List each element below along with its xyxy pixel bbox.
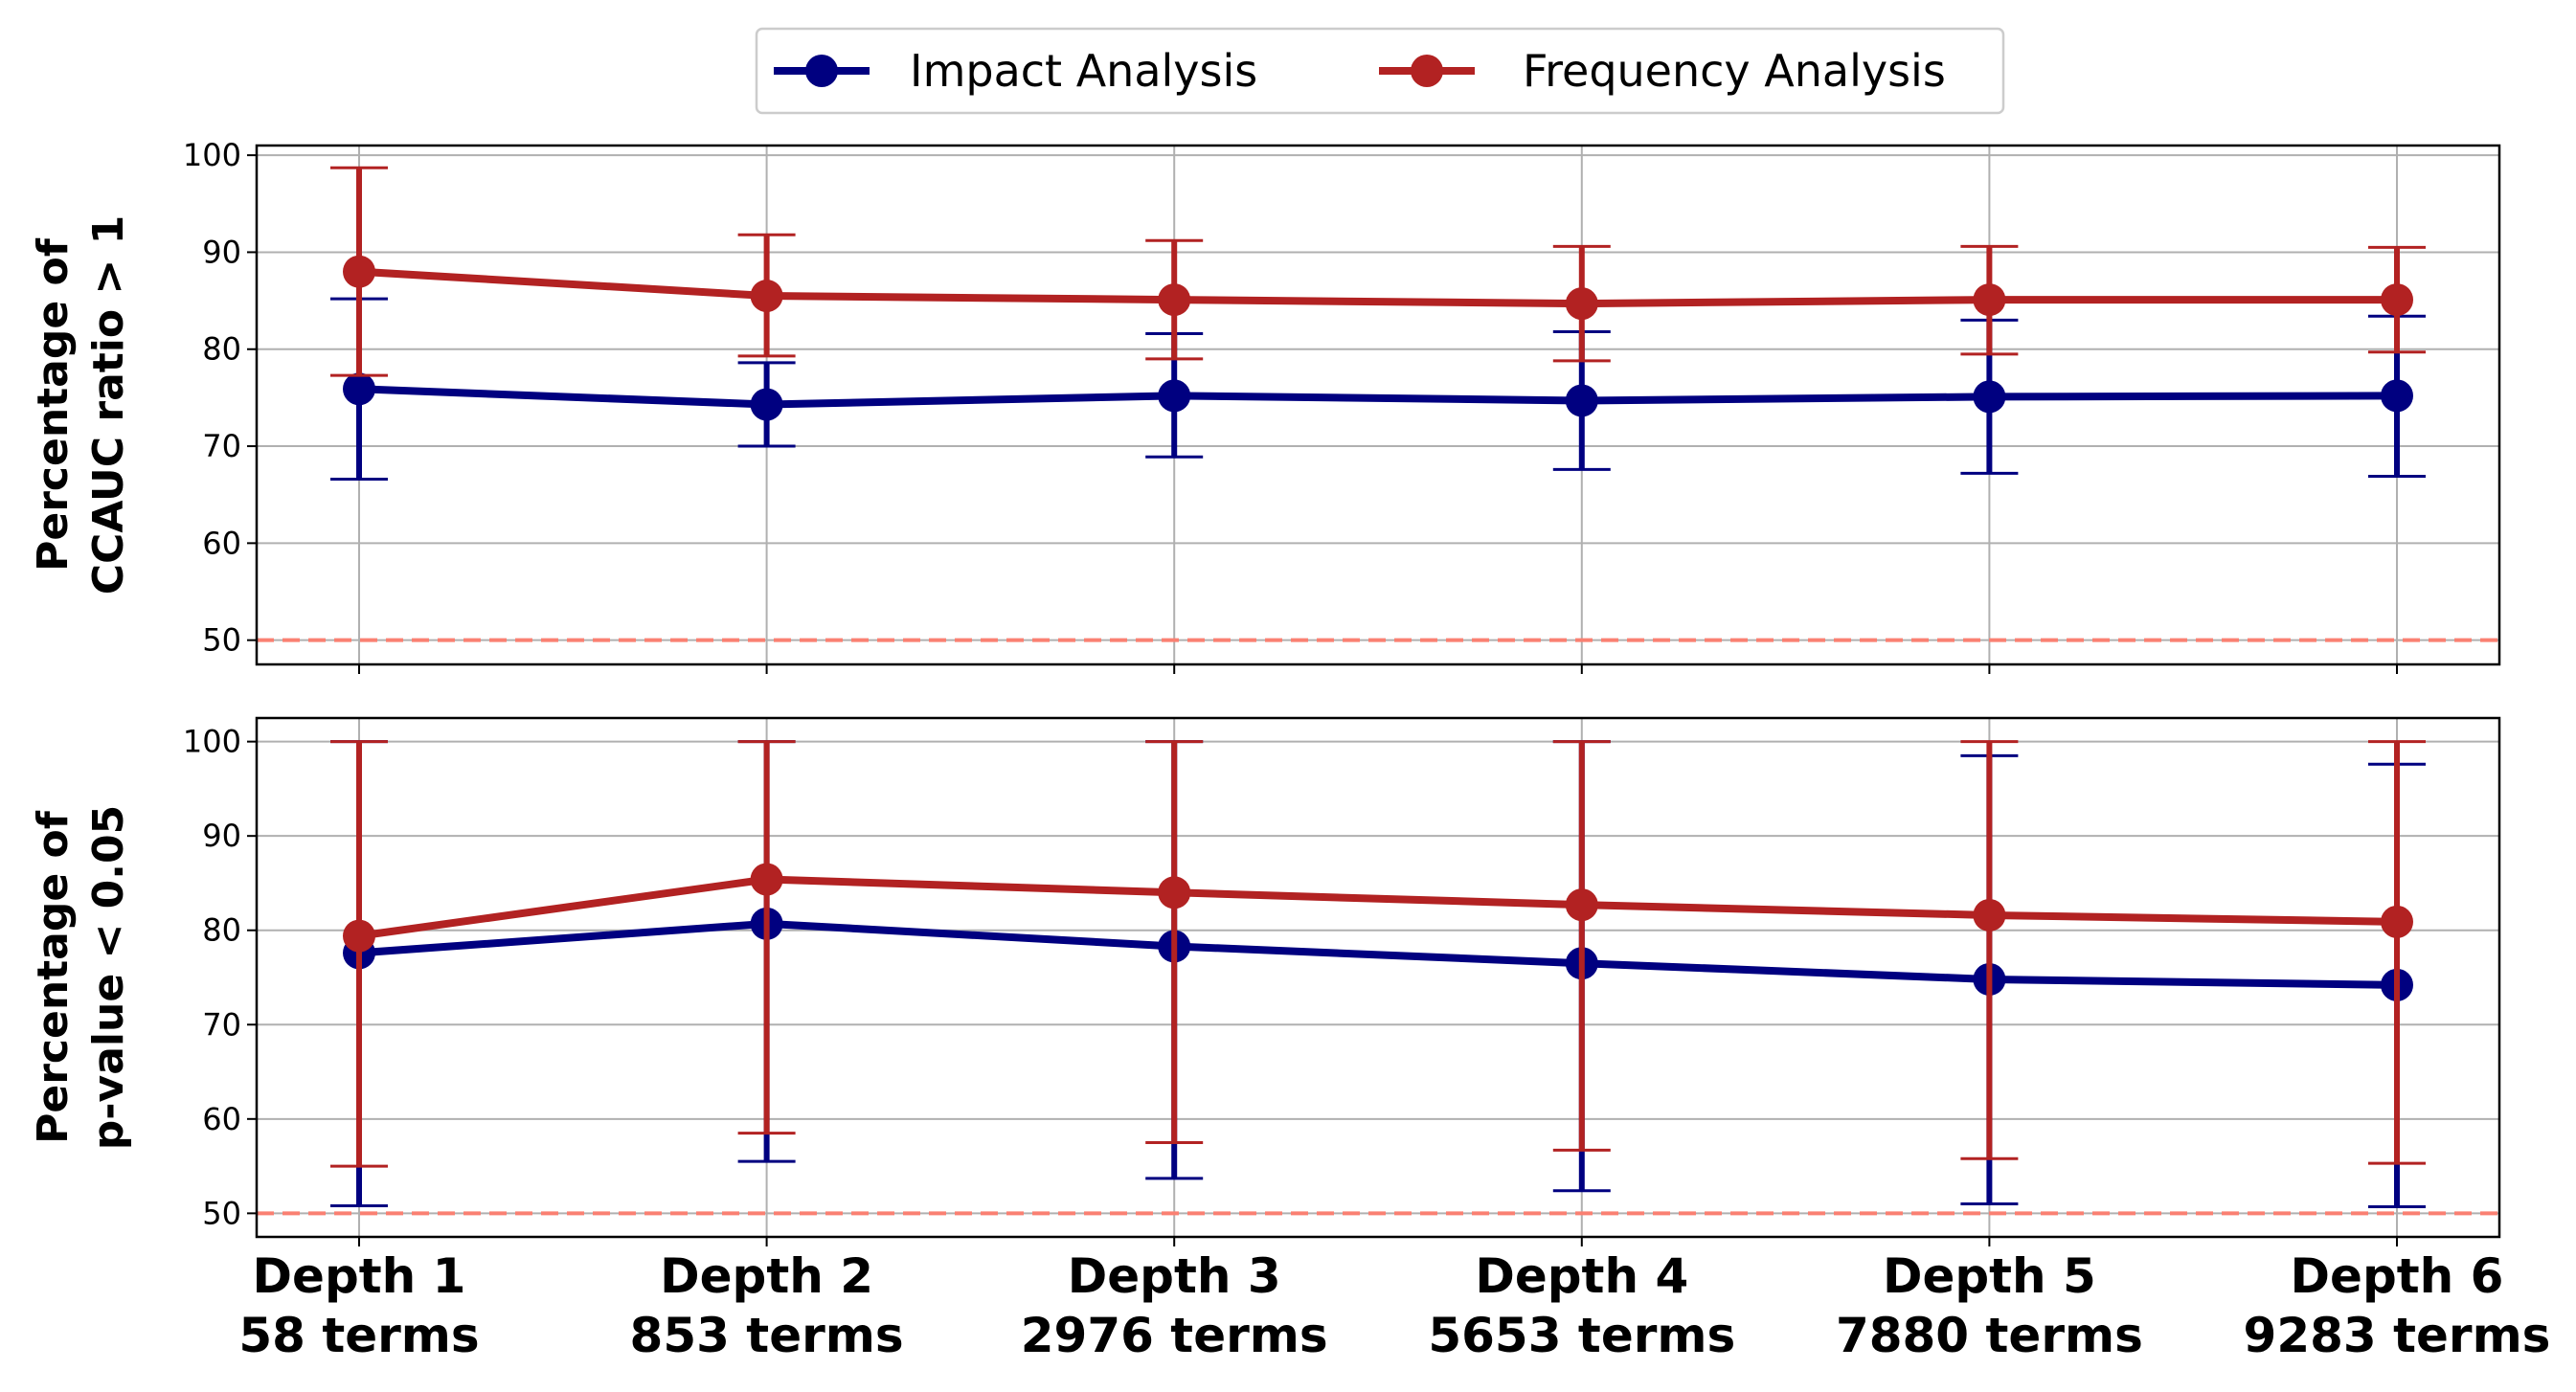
y-axis-label-line: CCAUC ratio > 1 — [84, 215, 133, 595]
y-tick-label: 50 — [202, 622, 241, 659]
x-category-label-line: Depth 5 — [1883, 1248, 2096, 1304]
data-point — [2381, 283, 2413, 317]
x-category-label: Depth 1 58 terms — [238, 1248, 479, 1363]
legend-label: Impact Analysis — [910, 45, 1257, 97]
y-axis-label-line: p-value < 0.05 — [84, 805, 133, 1150]
y-tick-label: 60 — [202, 1101, 241, 1137]
data-point — [1158, 283, 1191, 317]
legend-marker — [805, 55, 838, 87]
data-point — [750, 280, 783, 313]
plot-frame — [255, 144, 2501, 666]
data-point — [1973, 380, 2006, 414]
series-line — [358, 267, 2397, 308]
x-category-label: Depth 4 5653 terms — [1428, 1248, 1735, 1363]
x-category-label: Depth 6 9283 terms — [2244, 1248, 2551, 1363]
panel-1: 50 60 70 80 90 100 Percentage of CCAUC ratio > … — [29, 137, 2501, 674]
data-point — [1973, 283, 2006, 317]
y-tick-label: 90 — [202, 818, 241, 854]
y-tick-label: 90 — [202, 234, 241, 270]
series-line — [358, 385, 2398, 409]
data-point — [1565, 287, 1598, 321]
data-point — [1565, 888, 1598, 922]
y-tick-label: 80 — [202, 912, 241, 949]
y-tick-label: 100 — [183, 724, 241, 760]
y-tick-label: 100 — [183, 137, 241, 173]
x-category-label-line: 2976 terms — [1021, 1308, 1328, 1363]
y-tick-label: 60 — [202, 525, 241, 561]
y-axis-label: Percentage of p-value < 0.05 — [29, 805, 133, 1150]
data-point — [1158, 876, 1191, 909]
panel-2: 50 60 70 80 90 100 Percentage of p-value < 0.05 — [29, 716, 2501, 1246]
data-point — [343, 255, 375, 288]
legend-label: Frequency Analysis — [1523, 45, 1946, 97]
x-category-label-line: 5653 terms — [1428, 1308, 1735, 1363]
y-tick-label: 70 — [202, 1006, 241, 1043]
x-category-label-line: 853 terms — [630, 1308, 904, 1363]
y-axis-label-line: Percentage of — [29, 810, 78, 1144]
data-point — [1973, 898, 2006, 932]
x-category-label-line: 7880 terms — [1836, 1308, 2143, 1363]
series-impact — [330, 297, 2426, 482]
y-axis-label: Percentage of CCAUC ratio > 1 — [29, 215, 133, 595]
legend: Impact Analysis Frequency Analysis — [755, 27, 2005, 115]
data-point — [750, 863, 783, 896]
data-point — [2381, 379, 2413, 413]
data-point — [343, 919, 375, 953]
x-category-label-line: Depth 4 — [1475, 1248, 1688, 1304]
x-category-label-line: Depth 1 — [253, 1248, 466, 1304]
series-frequency — [330, 740, 2426, 1168]
series-line — [358, 919, 2398, 989]
x-category-label-line: 58 terms — [238, 1308, 479, 1363]
data-point — [2381, 905, 2413, 938]
plot-frame — [255, 716, 2501, 1239]
x-category-label-line: 9283 terms — [2244, 1308, 2551, 1363]
data-point — [750, 388, 783, 421]
x-category-label: Depth 3 2976 terms — [1021, 1248, 1328, 1363]
x-category-label-line: Depth 6 — [2291, 1248, 2504, 1304]
data-point — [1158, 379, 1191, 413]
x-category-label: Depth 5 7880 terms — [1836, 1248, 2143, 1363]
series-line — [358, 875, 2398, 940]
data-point — [343, 372, 375, 406]
y-axis-label-line: Percentage of — [29, 237, 78, 572]
legend-marker — [1411, 55, 1443, 87]
series-impact — [330, 740, 2426, 1208]
x-category-label: Depth 2 853 terms — [630, 1248, 904, 1363]
x-category-label-line: Depth 3 — [1068, 1248, 1281, 1304]
y-tick-label: 50 — [202, 1195, 241, 1231]
data-point — [1565, 384, 1598, 417]
x-category-label-line: Depth 2 — [660, 1248, 873, 1304]
series-frequency — [330, 166, 2426, 377]
y-tick-label: 80 — [202, 331, 241, 368]
y-tick-label: 70 — [202, 428, 241, 464]
